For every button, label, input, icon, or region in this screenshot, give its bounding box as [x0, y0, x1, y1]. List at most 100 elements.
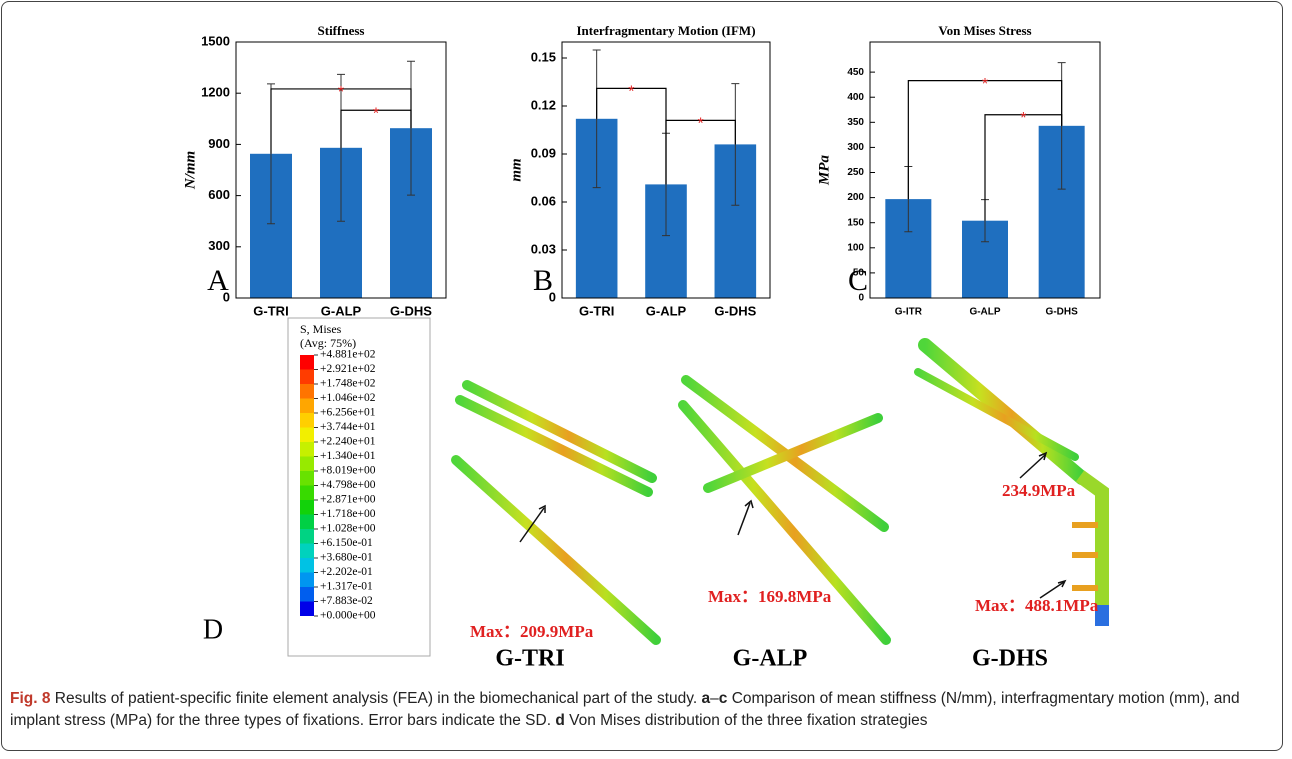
group-label: G-TRI — [495, 646, 564, 672]
significance-star: * — [982, 76, 988, 93]
y-tick-label: 100 — [847, 242, 864, 253]
legend-label: +1.317e-01 — [320, 581, 373, 593]
legend-swatch — [300, 602, 314, 617]
legend-label: +7.883e-02 — [320, 595, 373, 607]
legend-label: +4.798e+00 — [320, 479, 376, 491]
legend-label: +0.000e+00 — [320, 610, 376, 622]
y-tick-label: 0.03 — [531, 241, 556, 256]
legend-swatch — [300, 442, 314, 457]
caption-ref: a — [702, 690, 711, 707]
legend-label: +3.744e+01 — [320, 421, 376, 433]
legend-label: +8.019e+00 — [320, 465, 376, 477]
x-tick-label: G-TRI — [253, 303, 288, 318]
legend-swatch — [300, 399, 314, 414]
max-stress-label: 234.9MPa — [1002, 481, 1076, 500]
y-tick-label: 350 — [847, 117, 864, 128]
legend-swatch — [300, 515, 314, 530]
legend-swatch — [300, 355, 314, 370]
legend-label: +2.921e+02 — [320, 363, 376, 375]
y-tick-label: 1200 — [201, 85, 230, 100]
x-tick-label: G-TRI — [579, 303, 614, 318]
legend-swatch — [300, 587, 314, 602]
y-tick-label: 900 — [208, 136, 230, 151]
legend-label: +6.150e-01 — [320, 537, 373, 549]
max-stress-label: Max：169.8MPa — [708, 587, 832, 606]
rod — [708, 418, 878, 488]
y-tick-label: 300 — [208, 238, 230, 253]
significance-star: * — [628, 84, 634, 101]
x-tick-label: G-ALP — [969, 307, 1000, 318]
legend-label: +1.046e+02 — [320, 392, 376, 404]
legend-label: +2.202e-01 — [320, 566, 373, 578]
caption-text: Von Mises distribution of the three fixa… — [565, 712, 928, 729]
max-stress-label: Max：488.1MPa — [975, 596, 1099, 615]
y-tick-label: 0 — [223, 289, 230, 304]
y-tick-label: 150 — [847, 217, 864, 228]
caption-text: – — [710, 690, 719, 707]
significance-star: * — [338, 84, 344, 101]
x-tick-label: G-DHS — [1046, 307, 1079, 318]
max-stress-label: Max：209.9MPa — [470, 622, 594, 641]
legend-label: +1.028e+00 — [320, 523, 376, 535]
legend-label: +6.256e+01 — [320, 407, 376, 419]
y-tick-label: 0.15 — [531, 49, 556, 64]
x-tick-label: G-DHS — [390, 303, 432, 318]
rod — [460, 400, 648, 492]
x-tick-label: G-ALP — [321, 303, 362, 318]
y-tick-label: 600 — [208, 187, 230, 202]
y-tick-label: 50 — [853, 268, 865, 279]
significance-star: * — [373, 105, 379, 122]
group-label: G-ALP — [733, 646, 808, 672]
legend-swatch — [300, 384, 314, 399]
y-axis-label: MPa — [816, 155, 832, 187]
chart-title: Von Mises Stress — [938, 23, 1031, 38]
legend-label: +1.718e+00 — [320, 508, 376, 520]
legend-label: +2.871e+00 — [320, 494, 376, 506]
y-axis-label: N/mm — [182, 151, 198, 190]
legend-swatch — [300, 457, 314, 472]
legend-label: +1.748e+02 — [320, 378, 376, 390]
legend-swatch — [300, 573, 314, 588]
rod — [456, 460, 656, 640]
chart-title: Interfragmentary Motion (IFM) — [576, 23, 755, 38]
significance-star: * — [698, 116, 704, 133]
legend-title: S, Mises — [300, 322, 342, 336]
y-tick-label: 0.12 — [531, 97, 556, 112]
legend-swatch — [300, 471, 314, 486]
caption: Fig. 8 Results of patient-specific finit… — [10, 688, 1275, 732]
legend-label: +2.240e+01 — [320, 436, 376, 448]
y-tick-label: 450 — [847, 67, 864, 78]
rod — [467, 385, 652, 478]
chart-title: Stiffness — [318, 23, 365, 38]
rod — [925, 345, 1082, 478]
significance-star: * — [1020, 110, 1026, 127]
panel-letter: D — [203, 614, 223, 645]
x-tick-label: G-ALP — [646, 303, 687, 318]
y-tick-label: 400 — [847, 92, 864, 103]
caption-ref: d — [555, 712, 564, 729]
page: StiffnessN/mmA030060090012001500G-TRIG-A… — [0, 0, 1292, 759]
y-tick-label: 250 — [847, 167, 864, 178]
legend-swatch — [300, 500, 314, 515]
y-tick-label: 0 — [858, 293, 864, 304]
legend-swatch — [300, 529, 314, 544]
legend-swatch — [300, 544, 314, 559]
legend-swatch — [300, 413, 314, 428]
legend-label: +1.340e+01 — [320, 450, 376, 462]
y-tick-label: 0 — [549, 289, 556, 304]
y-tick-label: 1500 — [201, 33, 230, 48]
x-tick-label: G-DHS — [714, 303, 756, 318]
y-tick-label: 200 — [847, 192, 864, 203]
group-label: G-DHS — [972, 646, 1048, 672]
legend-swatch — [300, 370, 314, 385]
x-tick-label: G-ITR — [895, 307, 923, 318]
caption-label: Fig. 8 — [10, 690, 50, 707]
caption-text: Results of patient-specific finite eleme… — [50, 690, 701, 707]
y-axis-label: mm — [508, 158, 524, 181]
y-tick-label: 0.06 — [531, 193, 556, 208]
legend-swatch — [300, 486, 314, 501]
legend-swatch — [300, 428, 314, 443]
y-tick-label: 300 — [847, 142, 864, 153]
legend-label: +4.881e+02 — [320, 349, 376, 361]
